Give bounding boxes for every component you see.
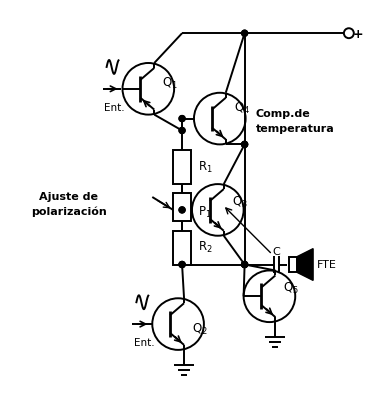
Circle shape bbox=[242, 261, 247, 267]
Text: Q$_4$: Q$_4$ bbox=[234, 101, 250, 116]
Bar bbox=[173, 150, 191, 184]
Text: P$_1$: P$_1$ bbox=[198, 205, 212, 220]
Circle shape bbox=[242, 141, 247, 147]
Circle shape bbox=[152, 298, 204, 350]
Text: polarización: polarización bbox=[31, 207, 107, 217]
Circle shape bbox=[244, 271, 295, 322]
Circle shape bbox=[194, 93, 246, 145]
Text: Q$_2$: Q$_2$ bbox=[192, 322, 208, 337]
Circle shape bbox=[123, 63, 174, 115]
Text: C: C bbox=[273, 246, 280, 257]
Circle shape bbox=[179, 116, 185, 122]
Bar bbox=[173, 231, 191, 265]
Circle shape bbox=[344, 28, 354, 38]
Circle shape bbox=[179, 207, 185, 213]
Circle shape bbox=[242, 261, 247, 267]
Text: +: + bbox=[353, 28, 363, 41]
Circle shape bbox=[179, 116, 185, 122]
Circle shape bbox=[242, 30, 247, 36]
Polygon shape bbox=[297, 248, 313, 280]
Circle shape bbox=[179, 261, 185, 267]
Circle shape bbox=[179, 261, 185, 267]
Text: Q$_3$: Q$_3$ bbox=[232, 194, 247, 209]
Text: FTE: FTE bbox=[317, 260, 337, 269]
Circle shape bbox=[242, 141, 247, 147]
Text: Q$_1$: Q$_1$ bbox=[162, 76, 178, 91]
Text: Ent.: Ent. bbox=[104, 103, 125, 113]
Circle shape bbox=[242, 261, 247, 267]
Text: Ent.: Ent. bbox=[134, 338, 155, 348]
Text: Ajuste de: Ajuste de bbox=[39, 192, 98, 202]
Circle shape bbox=[242, 141, 247, 147]
Circle shape bbox=[179, 261, 185, 267]
Text: Comp.de: Comp.de bbox=[255, 109, 310, 118]
Bar bbox=[289, 257, 297, 273]
Text: R$_1$: R$_1$ bbox=[198, 160, 213, 175]
Circle shape bbox=[179, 128, 185, 134]
Text: R$_2$: R$_2$ bbox=[198, 240, 213, 255]
Circle shape bbox=[179, 207, 185, 213]
Bar bbox=[173, 193, 191, 221]
Text: temperatura: temperatura bbox=[255, 124, 334, 134]
Circle shape bbox=[242, 30, 247, 36]
Circle shape bbox=[192, 184, 244, 236]
Circle shape bbox=[179, 128, 185, 134]
Text: Q$_5$: Q$_5$ bbox=[283, 281, 299, 296]
Circle shape bbox=[242, 261, 247, 267]
